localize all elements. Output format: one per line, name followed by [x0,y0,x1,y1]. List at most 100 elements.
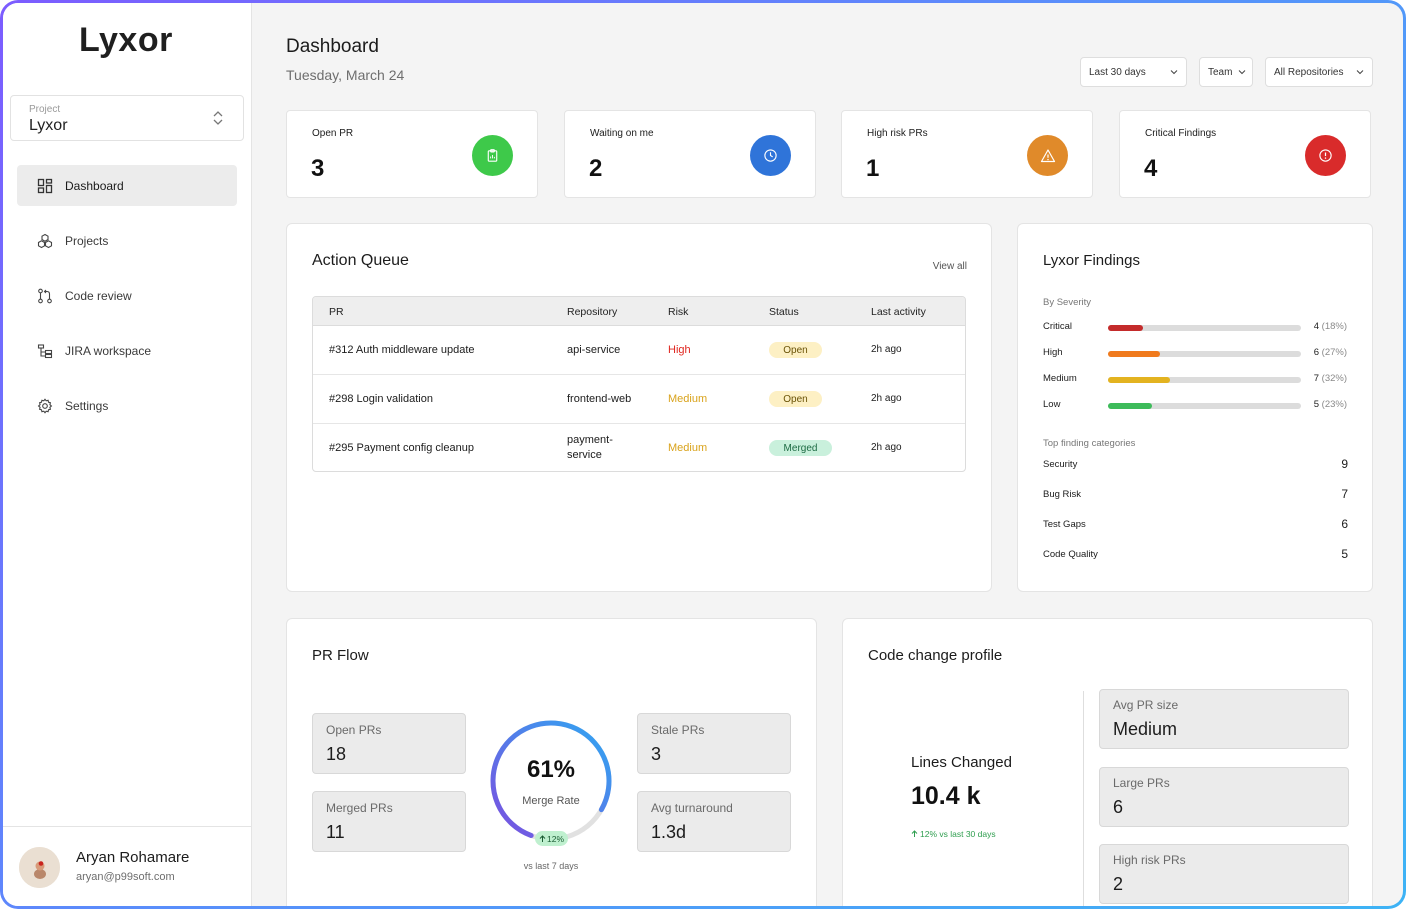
jira-icon [37,343,53,359]
sidebar-nav: Dashboard Projects Code review JIRA work… [17,165,237,440]
sidebar-item-dashboard[interactable]: Dashboard [17,165,237,206]
severity-name: High [1043,347,1063,358]
code-review-icon [37,288,53,304]
stat-value: 4 [1144,155,1158,182]
open-prs-tile[interactable]: Open PRs 18 [312,713,466,774]
project-selector[interactable]: Project Lyxor [10,95,244,141]
severity-bar-track [1108,377,1301,383]
pr-title: #295 Payment config cleanup [329,442,474,454]
tile-value: 11 [326,822,345,842]
high-risk-prs-tile[interactable]: High risk PRs 2 [1099,844,1349,904]
tile-label: Large PRs [1113,776,1170,790]
page-title: Dashboard [286,36,379,57]
stat-card-critical-findings[interactable]: Critical Findings 4 [1119,110,1371,198]
project-selector-label: Project [29,104,61,115]
pr-flow-card: PR Flow Open PRs 18 Merged PRs 11 Stale … [286,618,817,906]
avg-turnaround-tile[interactable]: Avg turnaround 1.3d [637,791,791,852]
view-all-link[interactable]: View all [932,261,967,272]
sidebar: Lyxor Project Lyxor Dashboard Projects [3,3,252,906]
arrow-up-icon [539,834,546,842]
severity-section-label: By Severity [1043,297,1092,308]
sidebar-item-label: Settings [65,398,109,413]
chevron-down-icon [1238,70,1246,75]
pr-flow-title: PR Flow [312,647,369,664]
severity-name: Critical [1043,321,1073,332]
tile-value: Medium [1113,719,1178,739]
stat-label: Open PR [312,128,354,139]
sidebar-item-settings[interactable]: Settings [17,385,237,426]
tile-value: 3 [651,744,662,764]
clipboard-icon [472,135,513,176]
gear-icon [37,397,53,414]
stat-value: 3 [311,155,325,182]
severity-count: 5 (23%) [1313,399,1347,410]
sidebar-item-code-review[interactable]: Code review [17,275,237,316]
severity-row-low: Low 5 (23%) [1043,399,1347,413]
stat-card-waiting-on-me[interactable]: Waiting on me 2 [564,110,816,198]
severity-bar-fill [1108,377,1170,383]
gauge-arc [490,720,612,838]
tile-label: Open PRs [326,723,382,737]
column-header-repository[interactable]: Repository [567,306,618,318]
column-header-risk[interactable]: Risk [668,306,689,318]
pr-title: #298 Login validation [329,393,433,405]
merge-rate-caption: vs last 7 days [523,861,579,871]
dashboard-icon [37,178,53,194]
findings-card: Lyxor Findings By Severity Critical 4 (1… [1017,223,1373,592]
sidebar-item-projects[interactable]: Projects [17,220,237,261]
sidebar-item-jira-workspace[interactable]: JIRA workspace [17,330,237,371]
large-prs-tile[interactable]: Large PRs 6 [1099,767,1349,827]
column-header-last-activity[interactable]: Last activity [871,306,926,318]
merged-prs-tile[interactable]: Merged PRs 11 [312,791,466,852]
repository-value: All Repositories [1274,66,1344,78]
stat-label: Critical Findings [1145,128,1217,139]
severity-bar-fill [1108,351,1161,357]
severity-bar-fill [1108,325,1143,331]
stat-value: 1 [866,155,880,182]
stat-label: Waiting on me [590,128,654,139]
risk-level: Medium [668,393,708,405]
category-name: Test Gaps [1043,519,1086,530]
table-row[interactable]: #298 Login validation frontend-web Mediu… [313,375,965,424]
tile-label: Avg turnaround [651,801,733,815]
severity-count: 6 (27%) [1313,347,1347,358]
tile-value: 18 [326,744,347,764]
app-window: Lyxor Project Lyxor Dashboard Projects [3,3,1403,906]
severity-bar-fill [1108,403,1153,409]
tile-value: 6 [1113,797,1124,817]
last-activity: 2h ago [871,393,902,404]
table-row[interactable]: #295 Payment config cleanup payment- ser… [313,424,965,471]
lines-changed-value: 10.4 k [911,782,981,810]
column-header-status[interactable]: Status [769,306,799,318]
severity-count: 7 (32%) [1313,373,1347,384]
repository-name: api-service [567,344,621,356]
stat-value: 2 [589,155,603,182]
column-header-pr[interactable]: PR [329,306,344,318]
date-range-select[interactable]: Last 30 days [1080,57,1187,87]
user-profile[interactable]: Aryan Rohamare aryan@p99soft.com [3,826,252,906]
repository-select[interactable]: All Repositories [1265,57,1373,87]
tile-label: Stale PRs [651,723,705,737]
merge-rate-value: 61% [526,756,576,783]
app-logo: Lyxor [79,21,173,59]
severity-name: Low [1043,399,1061,410]
table-row[interactable]: #312 Auth middleware update api-service … [313,326,965,375]
project-selector-value: Lyxor [29,117,68,134]
tile-value: 1.3d [651,822,687,842]
category-count: 5 [1341,547,1348,561]
stale-prs-tile[interactable]: Stale PRs 3 [637,713,791,774]
action-queue-table: PR Repository Risk Status Last activity … [312,296,966,472]
team-select[interactable]: Team [1199,57,1253,87]
severity-row-critical: Critical 4 (18%) [1043,321,1347,335]
stat-card-high-risk-prs[interactable]: High risk PRs 1 [841,110,1093,198]
avg-pr-size-tile[interactable]: Avg PR size Medium [1099,689,1349,749]
severity-row-medium: Medium 7 (32%) [1043,373,1347,387]
page-date: Tuesday, March 24 [286,67,405,83]
repository-name: payment- service [567,434,613,461]
last-activity: 2h ago [871,344,902,355]
avatar [19,847,60,888]
user-name: Aryan Rohamare [76,849,190,866]
chevron-down-icon [1170,70,1178,75]
stat-card-open-pr[interactable]: Open PR 3 [286,110,538,198]
